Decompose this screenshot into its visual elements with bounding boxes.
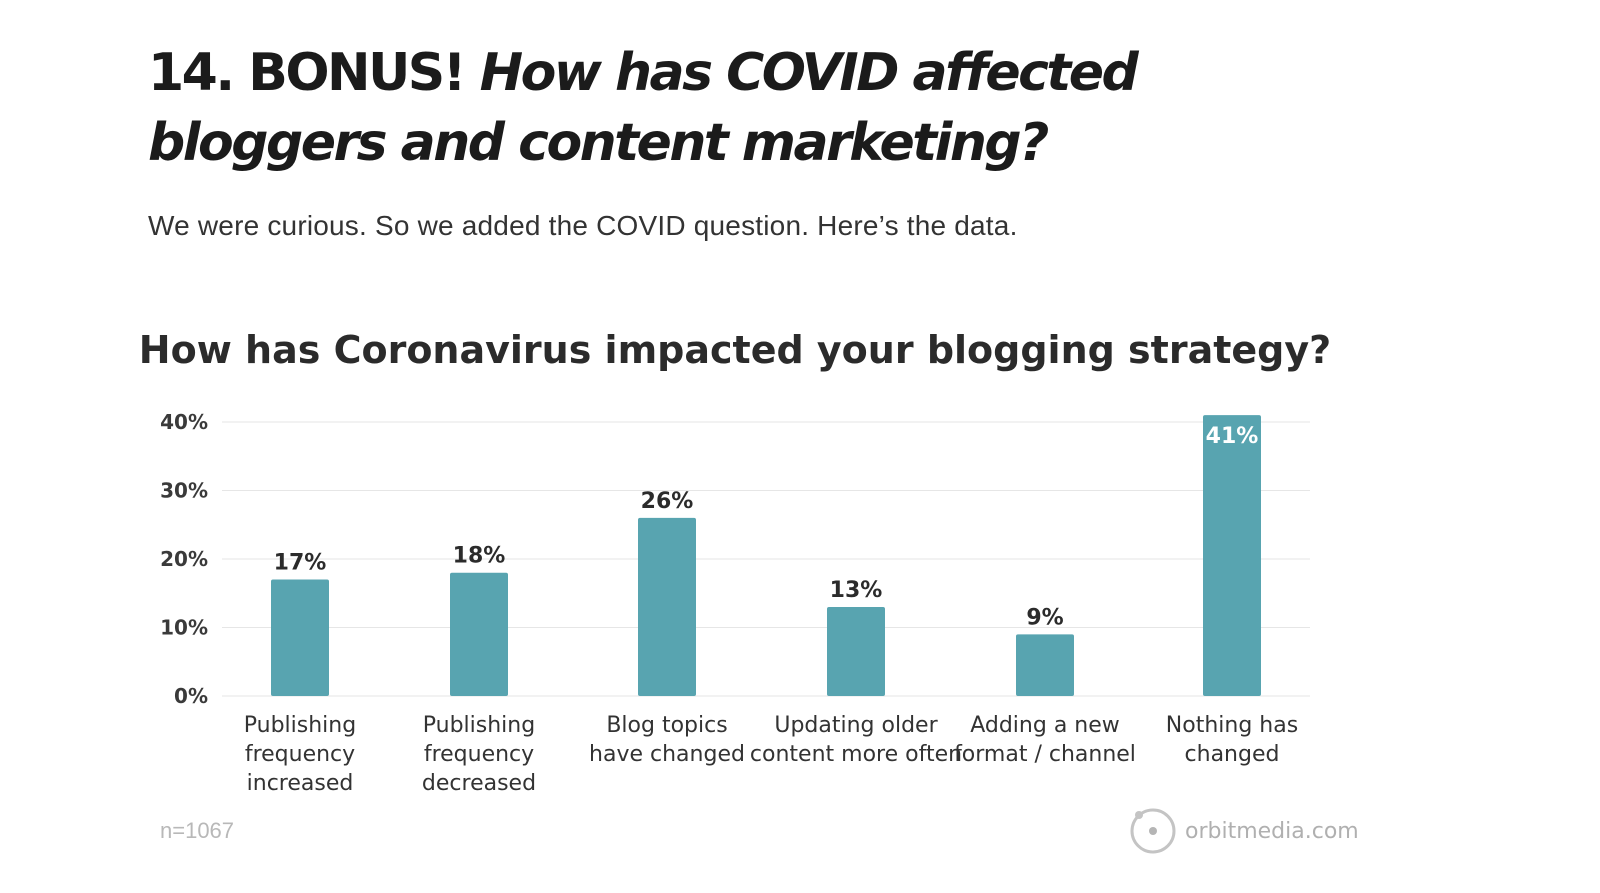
bar	[450, 572, 508, 696]
bar-chart: How has Coronavirus impacted your bloggi…	[0, 300, 1600, 893]
y-tick-label: 20%	[160, 547, 208, 571]
category-label: Adding a new	[970, 713, 1120, 738]
category-label: decreased	[422, 771, 536, 796]
heading-question: How has COVID affected bloggers and cont…	[148, 43, 1139, 173]
orbit-circle-icon	[1130, 808, 1176, 854]
page-heading: 14. BONUS! How has COVID affected blogge…	[148, 38, 1348, 178]
heading-prefix: 14. BONUS!	[148, 43, 480, 103]
category-label: increased	[247, 771, 354, 796]
source-brand: orbitmedia.com	[1185, 819, 1359, 844]
category-label: content more often	[750, 742, 962, 767]
data-label: 41%	[1206, 424, 1259, 449]
data-label: 17%	[274, 551, 327, 576]
data-labels: 17% 18% 26% 13% 9% 41%	[274, 424, 1259, 630]
bar	[1016, 634, 1074, 696]
orbit-center-dot	[1149, 827, 1157, 835]
category-label: changed	[1185, 742, 1280, 767]
bar	[1203, 415, 1261, 696]
category-label: have changed	[589, 742, 745, 767]
category-label: Nothing has	[1166, 713, 1298, 738]
y-tick-label: 30%	[160, 479, 208, 503]
category-label: Blog topics	[606, 713, 727, 738]
data-label: 26%	[641, 489, 694, 514]
category-label: Publishing	[244, 713, 356, 738]
x-axis-categories: Publishing frequency increased Publishing fr…	[244, 713, 1298, 796]
gridlines	[222, 421, 1310, 697]
chart-title: How has Coronavirus impacted your bloggi…	[139, 328, 1331, 372]
data-label: 13%	[830, 578, 883, 603]
chart-svg: How has Coronavirus impacted your bloggi…	[139, 328, 1359, 854]
data-label: 18%	[453, 544, 506, 569]
category-label: Updating older	[774, 713, 938, 738]
bar	[271, 579, 329, 696]
bar	[827, 606, 885, 696]
orbit-satellite-dot	[1135, 811, 1143, 819]
category-label: frequency	[245, 742, 355, 767]
y-tick-label: 0%	[174, 684, 208, 708]
category-label: format / channel	[954, 742, 1136, 767]
category-label: Publishing	[423, 713, 535, 738]
data-label: 9%	[1026, 605, 1063, 630]
y-tick-label: 40%	[160, 410, 208, 434]
bars	[271, 415, 1261, 696]
orbitmedia-logo: orbitmedia.com	[1130, 808, 1359, 854]
intro-text: We were curious. So we added the COVID q…	[148, 210, 1018, 241]
bar	[638, 517, 696, 696]
category-label: frequency	[424, 742, 534, 767]
y-tick-label: 10%	[160, 616, 208, 640]
sample-size-note: n=1067	[160, 818, 234, 843]
y-axis-ticks: 0% 10% 20% 30% 40%	[160, 410, 208, 708]
